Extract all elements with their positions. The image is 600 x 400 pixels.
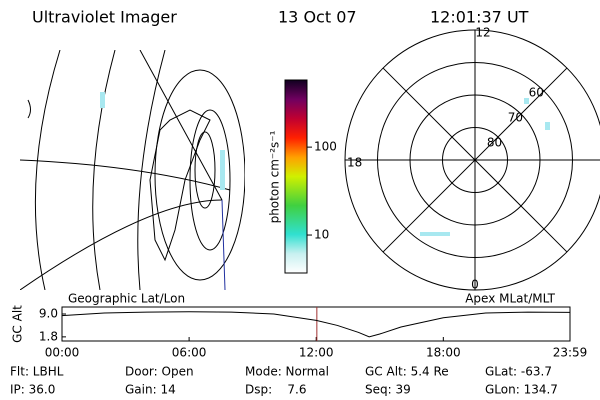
info-field: Flt: LBHL <box>10 365 64 379</box>
lat-label: 60 <box>529 85 544 99</box>
x-tick-label: 12:00 <box>299 346 334 360</box>
x-tick-label: 06:00 <box>172 346 207 360</box>
colorbar-tick-label: 10 <box>314 228 329 242</box>
mlt-label: 0 <box>471 278 479 292</box>
time: 12:01:37 UT <box>430 8 529 27</box>
info-field: Mode: Normal <box>245 365 329 379</box>
y-tick-label: 9.0 <box>39 306 58 320</box>
title: Ultraviolet Imager <box>32 8 177 27</box>
y-tick-label: 1.8 <box>39 329 58 343</box>
info-field: GLat: -63.7 <box>485 365 552 379</box>
altitude-line <box>61 311 571 338</box>
mlt-label: 18 <box>347 156 362 170</box>
colorbar <box>284 79 308 274</box>
y-axis-label: GC Alt <box>11 305 25 343</box>
info-field: Door: Open <box>125 365 194 379</box>
map <box>20 50 245 290</box>
aurora <box>100 92 550 236</box>
info-field: GC Alt: 5.4 Re <box>365 365 449 379</box>
meridian <box>382 67 568 253</box>
info-field: Seq: 39 <box>365 383 411 397</box>
info-field: IP: 36.0 <box>10 383 55 397</box>
info-field: GLon: 134.7 <box>485 383 558 397</box>
x-tick-label: 18:00 <box>426 346 461 360</box>
info-field: Dsp: 7.6 <box>245 383 307 397</box>
panel-label: Apex MLat/MLT <box>465 292 555 306</box>
mlt-label: 12 <box>475 26 490 40</box>
lat-label: 80 <box>487 135 502 149</box>
panel-label: Geographic Lat/Lon <box>68 292 185 306</box>
info-field: Gain: 14 <box>125 383 176 397</box>
polar-plot <box>344 29 600 291</box>
colorbar-label: photon cm⁻²s⁻¹ <box>268 130 282 223</box>
lat-label: 70 <box>508 110 523 124</box>
date: 13 Oct 07 <box>278 8 357 27</box>
x-tick-label: 23:59 <box>553 346 588 360</box>
colorbar-tick-label: 100 <box>314 140 337 154</box>
x-tick-label: 00:00 <box>45 346 80 360</box>
